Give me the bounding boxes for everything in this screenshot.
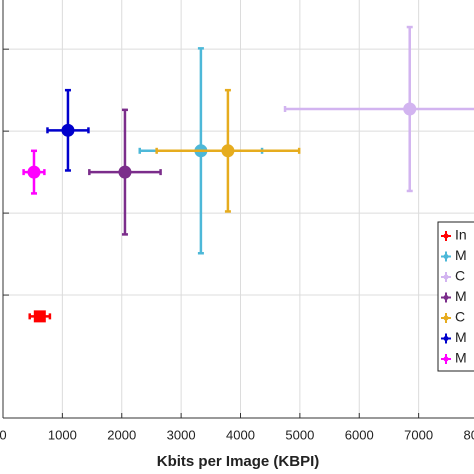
x-tick-label: 8000 [464, 427, 474, 442]
marker [61, 123, 75, 137]
legend-swatch [443, 254, 449, 259]
legend-label: M [455, 288, 467, 304]
legend-swatch [443, 356, 449, 362]
legend-swatch [443, 295, 449, 300]
marker [27, 165, 41, 179]
marker [403, 102, 417, 116]
legend-label: C [455, 309, 465, 325]
marker [118, 165, 132, 179]
legend-label: C [455, 268, 465, 284]
x-tick-label: 1000 [48, 427, 77, 442]
x-axis-label: Kbits per Image (KBPI) [157, 453, 320, 470]
x-tick-label: 0 [0, 427, 7, 442]
legend-label: In [455, 227, 467, 243]
x-tick-label: 6000 [345, 427, 374, 442]
legend-swatch [443, 233, 449, 239]
x-tick-label: 3000 [167, 427, 196, 442]
legend-swatch [443, 315, 449, 321]
marker [221, 144, 235, 158]
plot-area [22, 25, 474, 323]
legend-label: M [455, 329, 467, 345]
legend-swatch [443, 336, 449, 341]
grid [2, 0, 474, 418]
marker [33, 310, 46, 323]
x-tick-label: 7000 [404, 427, 433, 442]
legend-label: M [455, 247, 467, 263]
x-tick-label: 2000 [107, 427, 136, 442]
x-tick-label: 4000 [226, 427, 255, 442]
legend-label: M [455, 350, 467, 366]
x-tick-label: 5000 [285, 427, 314, 442]
legend-swatch [443, 274, 449, 280]
